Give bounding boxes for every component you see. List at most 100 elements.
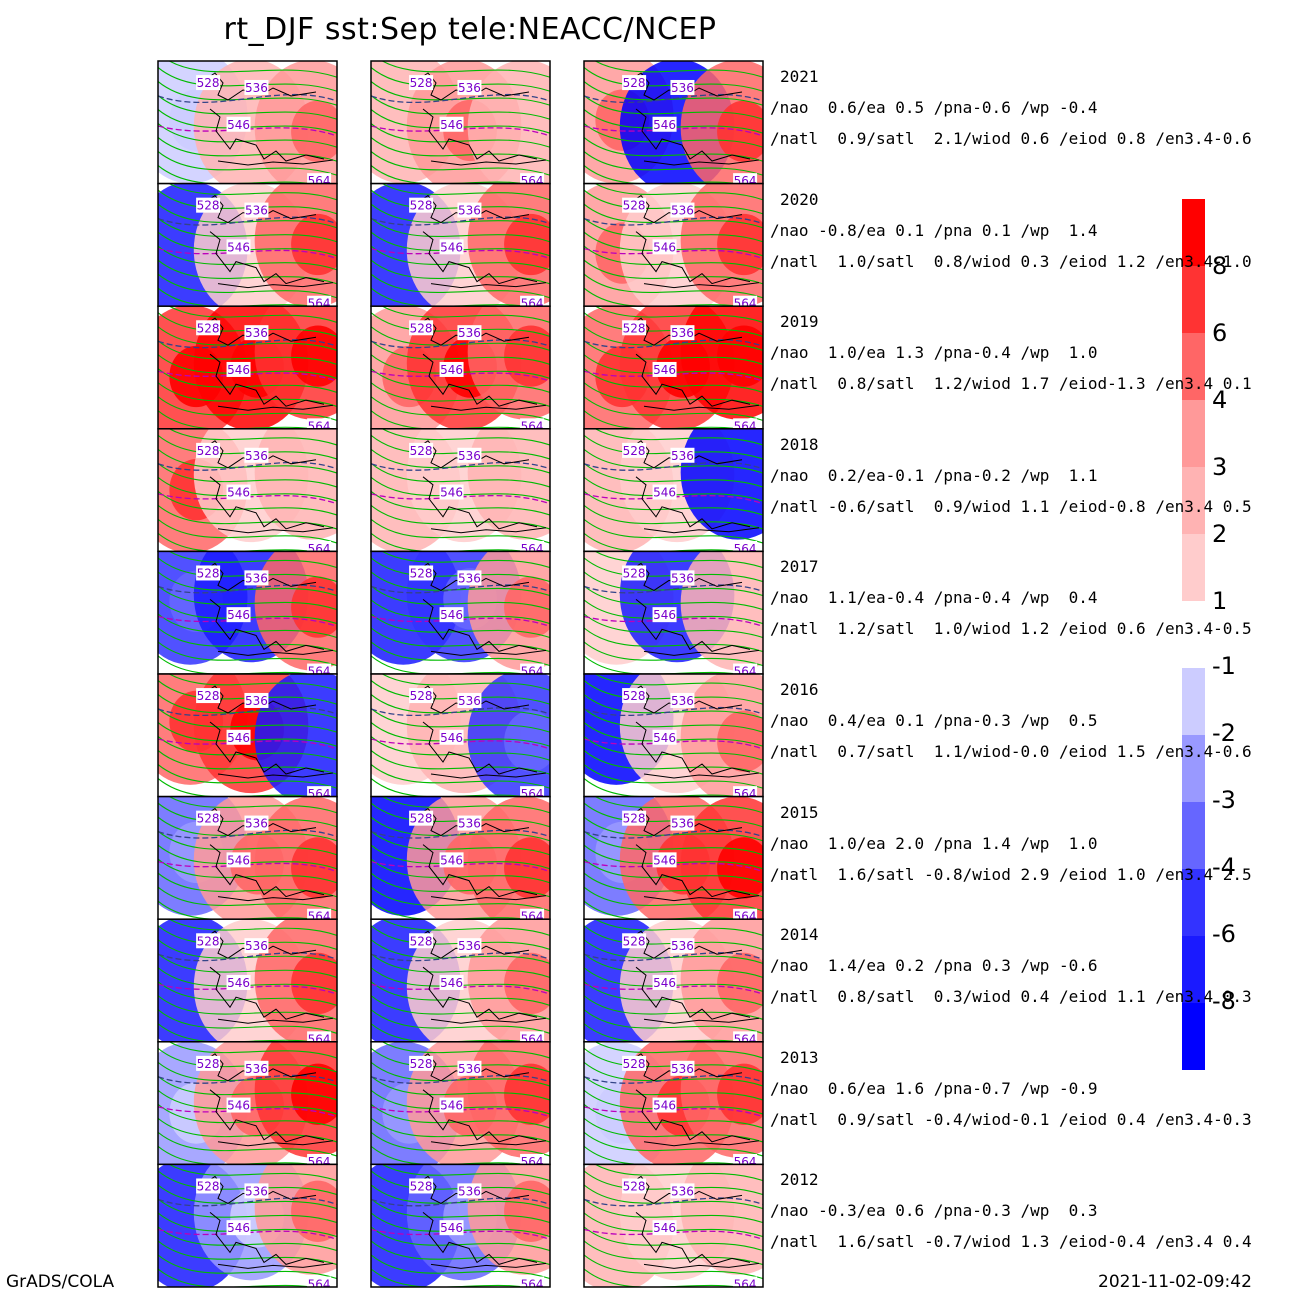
year-label: 2012 <box>780 1170 819 1190</box>
contour-label-box <box>520 173 545 184</box>
height-contour <box>584 1008 763 1035</box>
contour-label: 536 <box>245 1062 268 1076</box>
contour-label: 528 <box>410 199 433 213</box>
contour-label-box <box>733 540 758 552</box>
height-contour <box>158 584 337 611</box>
height-contour <box>584 830 763 856</box>
map-panel: 536 528 546 564 <box>584 428 763 552</box>
contour-label: 528 <box>410 566 433 580</box>
height-contour <box>158 150 337 176</box>
contour-label: 528 <box>410 812 433 826</box>
map-panel: 536 528 546 564 <box>158 306 337 433</box>
contour-label: 536 <box>671 939 694 953</box>
height-contour <box>371 749 550 775</box>
contour-label-box <box>307 418 332 429</box>
contour-label: 536 <box>245 326 268 340</box>
height-contour <box>158 679 337 705</box>
year-entry: 2017/nao 1.1/ea-0.4 /pna-0.4 /wp 0.4/nat… <box>770 551 1252 644</box>
height-contour <box>158 1197 337 1224</box>
height-contour <box>371 1225 550 1252</box>
height-contour <box>371 339 550 366</box>
dashed-contour <box>158 706 337 717</box>
contour-label: 536 <box>245 1184 268 1198</box>
height-contour <box>371 1075 550 1101</box>
colorbar-positive-segment <box>1182 199 1205 266</box>
contour-label-box <box>520 418 545 429</box>
contour-label-box <box>196 933 221 949</box>
year-label: 2021 <box>780 67 819 86</box>
contour-label: 536 <box>458 449 481 463</box>
contour-label-box <box>520 540 545 552</box>
contour-label-box <box>196 1178 221 1194</box>
index-values: /nao 1.0/ea 1.3 /pna-0.4 /wp 1.0 <box>770 343 1098 363</box>
contour-label-box <box>226 729 251 745</box>
year-entry: 2013/nao 0.6/ea 1.6 /pna-0.7 /wp -0.9/na… <box>770 1042 1252 1135</box>
height-contour <box>584 367 763 394</box>
contour-label: 536 <box>671 449 694 463</box>
height-contour <box>371 136 550 162</box>
height-contour <box>158 462 337 488</box>
height-contour <box>371 679 550 705</box>
contour-label: 564 <box>521 910 544 924</box>
contour-label-box <box>670 570 695 586</box>
dashed-contour <box>158 461 337 471</box>
height-contour <box>584 802 763 828</box>
contour-label: 546 <box>440 976 463 990</box>
contour-label: 528 <box>410 934 433 948</box>
map-panel: 536 528 546 564 <box>584 674 763 797</box>
contour-label: 564 <box>308 419 331 433</box>
contour-label-box <box>457 1183 482 1199</box>
contour-label-box <box>409 1055 434 1071</box>
index-values: /natl 0.8/satl 1.2/wiod 1.7 /eiod-1.3 /e… <box>770 374 1252 394</box>
height-contour <box>371 735 550 761</box>
height-contour <box>371 245 550 271</box>
colorbar-tick-label: 1 <box>1212 587 1228 615</box>
dashed-contour <box>371 93 550 104</box>
contour-label-box <box>670 447 695 463</box>
contour-label: 564 <box>308 910 331 924</box>
height-contour <box>584 1103 763 1129</box>
height-contour <box>381 674 550 691</box>
contour-label: 536 <box>245 939 268 953</box>
contour-label: 546 <box>227 853 250 867</box>
index-values: /natl 1.6/satl -0.8/wiod 2.9 /eiod 1.0 /… <box>770 864 1252 884</box>
contour-label: 536 <box>458 694 481 708</box>
colorbar-tick-label: -2 <box>1212 719 1236 747</box>
year-label: 2014 <box>780 925 819 945</box>
contour-label: 546 <box>227 363 250 377</box>
height-contour <box>584 518 763 544</box>
contour-label-box <box>226 1097 251 1113</box>
index-values: /natl 1.6/satl -0.7/wiod 1.3 /eiod-0.4 /… <box>770 1232 1252 1252</box>
colorbar-tick-label: -6 <box>1212 920 1236 948</box>
map-panel: 536 528 546 564 <box>371 674 550 797</box>
contour-label: 546 <box>653 853 676 867</box>
contour-label-box <box>307 295 332 307</box>
colorbar-tick-label: -8 <box>1212 987 1236 1015</box>
contour-label: 528 <box>623 934 646 948</box>
height-contour <box>584 245 763 271</box>
height-contour <box>371 518 550 544</box>
dashed-contour <box>158 952 337 962</box>
anomaly-core <box>504 1180 550 1242</box>
contour-label-box <box>226 484 251 500</box>
map-panel: 536 528 546 564 <box>584 796 763 920</box>
dashed-contour <box>584 829 763 839</box>
contour-label-box <box>652 116 677 132</box>
dashed-contour <box>584 584 763 594</box>
contour-label-box <box>244 202 269 218</box>
contour-label: 536 <box>458 817 481 831</box>
height-contour <box>371 189 550 215</box>
contour-label-box <box>670 692 695 708</box>
height-contour <box>158 273 337 299</box>
contour-label: 528 <box>197 566 220 580</box>
contour-label-box <box>226 116 251 132</box>
height-contour <box>584 1047 763 1073</box>
contour-label: 536 <box>671 81 694 95</box>
height-contour <box>371 1008 550 1035</box>
height-contour <box>158 1239 337 1266</box>
height-contour <box>158 245 337 271</box>
contour-label: 536 <box>245 204 268 218</box>
map-panel: 536 528 546 564 <box>158 183 337 307</box>
contour-label-box <box>439 1097 464 1113</box>
map-panel: 536 528 546 564 <box>371 1041 550 1165</box>
